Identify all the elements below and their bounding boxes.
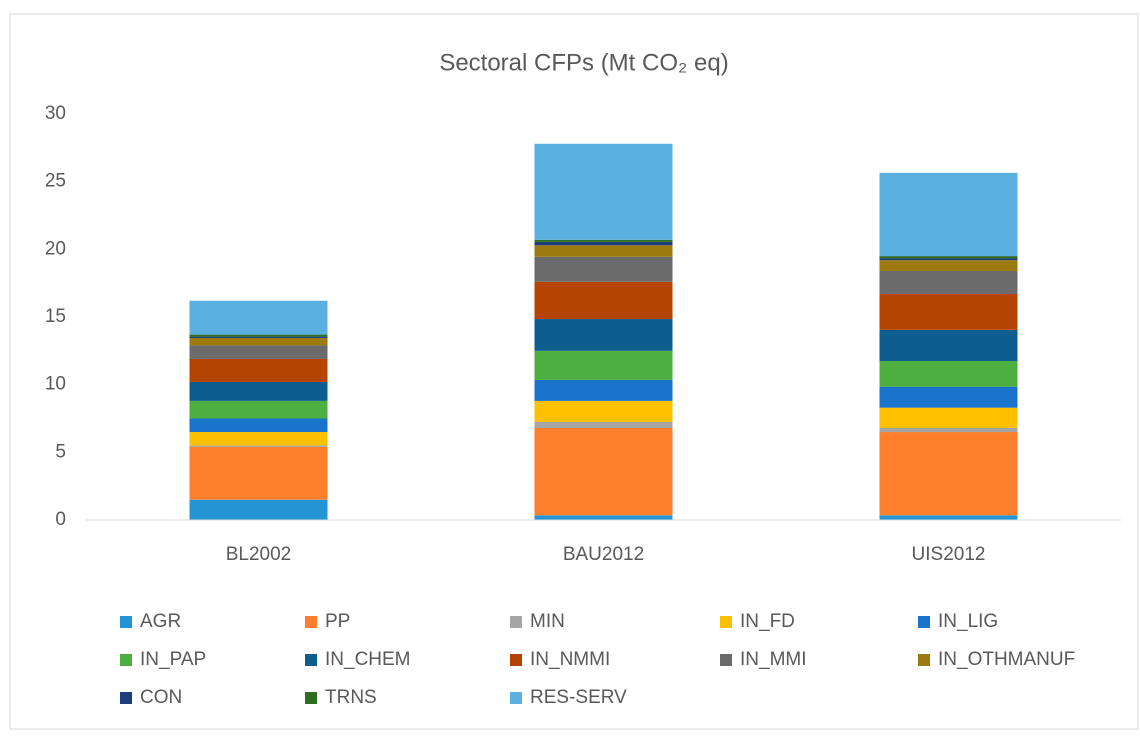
bar-segment [879, 360, 1018, 387]
legend-swatch [305, 692, 317, 704]
bar-segment [879, 258, 1018, 261]
y-tick-label: 5 [55, 441, 66, 462]
legend-label: RES-SERV [530, 687, 627, 708]
bar-segment [879, 172, 1018, 257]
bar-segment [189, 337, 328, 346]
bar-segment [879, 427, 1018, 433]
bar-segment [879, 515, 1018, 520]
legend-label: IN_OTHMANUF [938, 649, 1075, 670]
bar-segment [534, 515, 673, 520]
legend-label: IN_NMMI [530, 649, 610, 670]
legend-swatch [510, 616, 522, 628]
bar-segment [534, 245, 673, 257]
legend-swatch [510, 692, 522, 704]
y-tick-label: 20 [45, 238, 66, 259]
legend-swatch [120, 654, 132, 666]
bar-segment [534, 281, 673, 320]
bar-segment [879, 270, 1018, 294]
bar-segment [189, 381, 328, 401]
bar-segment [534, 256, 673, 282]
bar-segment [189, 418, 328, 433]
legend-swatch [305, 616, 317, 628]
legend-label: IN_LIG [938, 611, 998, 632]
x-tick-label: UIS2012 [912, 544, 986, 565]
bar-segment [534, 143, 673, 240]
bar-segment [534, 400, 673, 422]
bar-segment [189, 358, 328, 382]
bar-segment [879, 386, 1018, 408]
bar-segment [534, 421, 673, 428]
y-tick-label: 30 [45, 103, 66, 124]
legend-label: CON [140, 687, 182, 708]
y-tick-label: 15 [45, 306, 66, 327]
bar-segment [189, 499, 328, 520]
bar-segment [534, 427, 673, 516]
legend-swatch [120, 692, 132, 704]
bar-segment [189, 300, 328, 335]
bar-segment [534, 239, 673, 242]
legend-label: IN_MMI [740, 649, 807, 670]
bar-segment [879, 256, 1018, 259]
bar-segment [534, 379, 673, 401]
legend-swatch [720, 654, 732, 666]
legend-label: IN_FD [740, 611, 795, 632]
bar-segment [189, 400, 328, 419]
legend-label: IN_PAP [140, 649, 206, 670]
legend-label: MIN [530, 611, 565, 632]
bar-segment [879, 407, 1018, 428]
bar-segment [189, 446, 328, 500]
legend-label: IN_CHEM [325, 649, 411, 670]
legend-swatch [305, 654, 317, 666]
legend-swatch [720, 616, 732, 628]
bar-segment [879, 432, 1018, 516]
bar-segment [534, 319, 673, 351]
bar-segment [189, 336, 328, 338]
y-tick-label: 10 [45, 374, 66, 395]
legend-swatch [120, 616, 132, 628]
legend-swatch [918, 654, 930, 666]
x-tick-label: BL2002 [226, 544, 292, 565]
bar-segment [189, 432, 328, 446]
y-tick-label: 0 [55, 509, 66, 530]
bar-segment [189, 334, 328, 337]
bar-segment [534, 350, 673, 380]
x-tick-label: BAU2012 [563, 544, 644, 565]
legend-swatch [510, 654, 522, 666]
legend-label: TRNS [325, 687, 377, 708]
bar-segment [879, 329, 1018, 361]
bar-segment [189, 345, 328, 359]
chart-title: Sectoral CFPs (Mt CO₂ eq) [439, 49, 728, 76]
legend-label: PP [325, 611, 350, 632]
bar-segment [534, 241, 673, 246]
y-tick-label: 25 [45, 171, 66, 192]
bar-segment [879, 293, 1018, 330]
legend-label: AGR [140, 611, 181, 632]
bar-segment [189, 445, 328, 447]
bar-segment [879, 260, 1018, 271]
legend-swatch [918, 616, 930, 628]
